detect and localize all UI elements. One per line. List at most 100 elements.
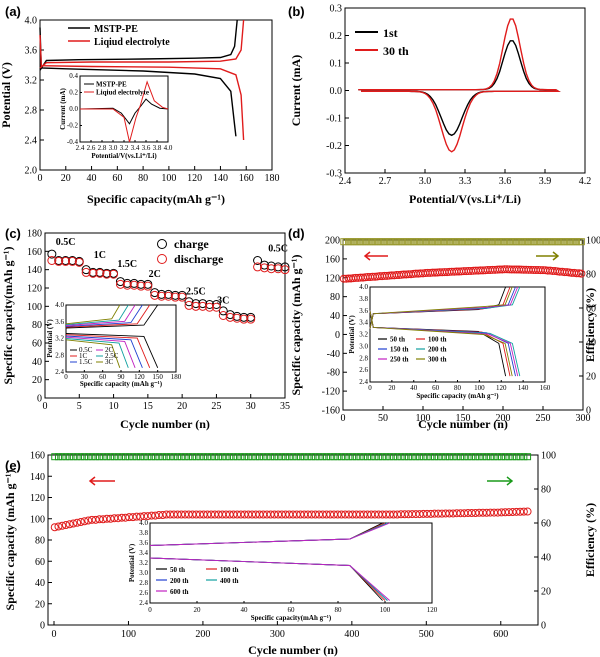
- discharge-point: [225, 312, 235, 322]
- y-axis-label: Specific capacity (mAh g⁻¹): [3, 470, 17, 611]
- rate-label: 3C: [217, 296, 229, 307]
- efficiency-point: [81, 453, 89, 461]
- y-tick-label: 2.0: [25, 166, 38, 177]
- x-tick-label: 80: [335, 606, 343, 614]
- capacity-point: [58, 521, 67, 530]
- capacity-point: [61, 521, 70, 530]
- y-tick-label: 60: [35, 557, 45, 568]
- capacity-point: [65, 520, 74, 529]
- y-tick-label: 80: [32, 320, 42, 331]
- inset-x-label: Specific capacity (mAh g⁻¹): [416, 392, 499, 400]
- x-tick-label: 100: [416, 413, 431, 424]
- efficiency-point: [215, 453, 223, 461]
- discharge-point: [205, 302, 215, 312]
- efficiency-point: [270, 453, 278, 461]
- efficiency-point: [356, 453, 364, 461]
- y-tick-label: 100: [586, 236, 600, 247]
- inset-cv-curve: [79, 98, 169, 125]
- charge-point: [184, 297, 194, 307]
- discharge-point: [67, 256, 77, 266]
- efficiency-point: [479, 453, 487, 461]
- x-tick-label: 2.4: [339, 176, 352, 187]
- efficiency-point: [378, 453, 386, 461]
- efficiency-point: [349, 453, 357, 461]
- x-tick-label: 120: [134, 373, 145, 381]
- efficiency-point: [118, 453, 126, 461]
- y-axis-label: Current (mA): [289, 55, 303, 126]
- efficiency-point: [114, 453, 122, 461]
- inset-discharge-curve: [369, 310, 513, 377]
- inset-x-label: Specific capacity (mAh g⁻¹): [80, 380, 163, 388]
- x-tick-label: 120: [187, 173, 202, 184]
- y-tick-label: 4.0: [359, 283, 368, 291]
- x-tick-label: 60: [99, 373, 107, 381]
- efficiency-point: [304, 453, 312, 461]
- x-tick-label: 180: [265, 173, 280, 184]
- efficiency-point: [252, 453, 260, 461]
- y-tick-label: 160: [27, 247, 42, 258]
- efficiency-point: [296, 453, 304, 461]
- charge-curve: [39, 19, 245, 69]
- discharge-point: [239, 314, 249, 324]
- x-tick-label: 5: [77, 401, 82, 412]
- efficiency-point: [129, 453, 137, 461]
- efficiency-point: [416, 453, 424, 461]
- discharge-point: [157, 291, 167, 301]
- x-tick-label: 40: [410, 384, 418, 392]
- y-tick-label: 0: [40, 621, 45, 632]
- legend-label: discharge: [174, 252, 224, 266]
- efficiency-point: [107, 453, 115, 461]
- efficiency-point: [133, 453, 141, 461]
- discharge-curve: [39, 27, 237, 137]
- efficiency-point: [170, 453, 178, 461]
- y-tick-label: 3.6: [359, 307, 368, 315]
- y-tick-label: 3.6: [25, 46, 38, 57]
- y-tick-label: 0.4: [69, 72, 78, 80]
- efficiency-point: [337, 453, 345, 461]
- panel-label: (c): [5, 226, 21, 241]
- y2-axis-label: Efficiency (%): [583, 503, 597, 577]
- x-tick-label: 600: [493, 629, 508, 640]
- y-tick-label: 20: [35, 599, 45, 610]
- x-tick-label: 3.9: [539, 176, 552, 187]
- x-tick-label: 10: [109, 401, 119, 412]
- inset-x-label: Potential/V(vs.Li⁺/Li): [91, 152, 157, 160]
- discharge-point: [246, 314, 256, 324]
- efficiency-point: [375, 453, 383, 461]
- rate-label: 1.5C: [117, 259, 137, 270]
- x-tick-label: 20: [177, 401, 187, 412]
- legend-label: 600 th: [170, 588, 189, 596]
- efficiency-point: [371, 453, 379, 461]
- legend-label: 50 th: [390, 336, 405, 344]
- inset-y-label: Current (mA): [59, 88, 67, 130]
- efficiency-point: [110, 453, 118, 461]
- efficiency-point: [121, 453, 129, 461]
- efficiency-point: [486, 453, 494, 461]
- efficiency-point: [222, 453, 230, 461]
- efficiency-point: [263, 453, 271, 461]
- inset-discharge-curve: [65, 338, 129, 368]
- x-tick-label: 250: [536, 413, 551, 424]
- y-tick-label: 60: [32, 339, 42, 350]
- efficiency-point: [483, 453, 491, 461]
- efficiency-point: [445, 453, 453, 461]
- charge-point: [150, 288, 160, 298]
- x-tick-label: 0: [52, 629, 57, 640]
- efficiency-point: [577, 238, 585, 246]
- y-tick-label: 100: [541, 451, 556, 462]
- inset-charge-curve: [65, 304, 136, 326]
- capacity-point: [50, 523, 59, 532]
- x-tick-label: 3.8: [153, 144, 162, 152]
- efficiency-point: [330, 453, 338, 461]
- y-tick-label: 80: [586, 270, 596, 281]
- discharge-point: [102, 269, 112, 279]
- efficiency-point: [300, 453, 308, 461]
- y-tick-label: 4.0: [139, 519, 148, 527]
- efficiency-point: [341, 453, 349, 461]
- y-axis-label: Specific capacity (mAh g⁻¹): [289, 255, 303, 396]
- efficiency-point: [419, 453, 427, 461]
- rate-label: 0.5C: [268, 243, 288, 254]
- efficiency-point: [174, 453, 182, 461]
- x-tick-label: 3.4: [131, 144, 140, 152]
